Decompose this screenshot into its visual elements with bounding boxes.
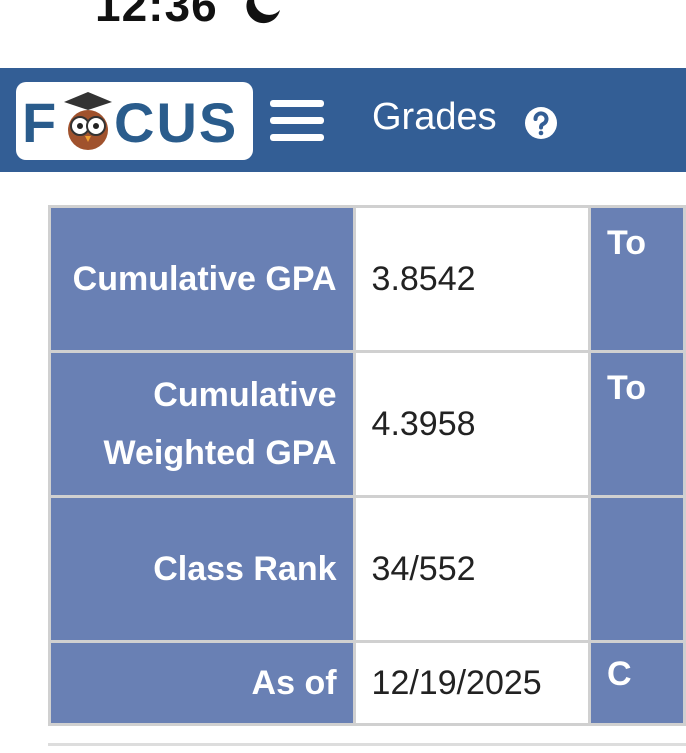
cut-cell: To [587,205,686,353]
moon-icon [246,0,280,24]
cut-cell: To [587,350,686,498]
top-bar: F CUS Grades [0,68,686,172]
row-label: Cumulative Weighted GPA [48,350,356,498]
row-value: 4.3958 [352,350,591,498]
cut-cell: C [587,640,686,726]
row-label: Cumulative GPA [48,205,356,353]
row-value: 3.8542 [352,205,591,353]
cut-cell [587,495,686,643]
row-value: 12/19/2025 [352,640,591,726]
gpa-table: Cumulative GPA 3.8542 To Cumulative Weighte… [48,205,686,726]
table-row: Cumulative GPA 3.8542 To [48,205,686,353]
table-row: As of 12/19/2025 C [48,640,686,726]
row-label: As of [48,640,356,726]
owl-icon [64,92,112,150]
logo[interactable]: F CUS [16,82,253,160]
page-title: Grades [372,96,497,138]
menu-button[interactable] [270,98,324,144]
status-time: 12:36 [95,0,218,31]
logo-text: F [22,91,59,154]
logo-text: CUS [114,91,239,154]
table-row: Cumulative Weighted GPA 4.3958 To [48,350,686,498]
row-value: 34/552 [352,495,591,643]
help-button[interactable] [524,106,558,140]
table-row: Class Rank 34/552 [48,495,686,643]
divider [48,743,686,746]
row-label: Class Rank [48,495,356,643]
